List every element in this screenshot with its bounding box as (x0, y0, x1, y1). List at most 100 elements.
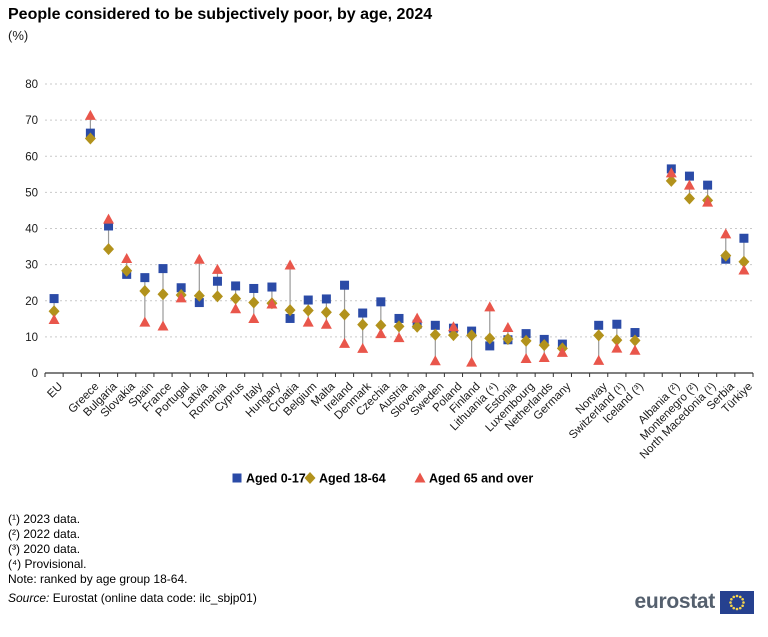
marker-square (194, 298, 204, 308)
marker-triangle (447, 321, 459, 332)
marker-triangle (48, 314, 60, 325)
marker-triangle (414, 472, 426, 483)
marker-triangle (230, 303, 242, 314)
marker-triangle (121, 252, 133, 263)
flag-star (732, 595, 736, 598)
eurostat-wordmark: eurostat (634, 590, 716, 613)
marker-diamond (284, 304, 296, 317)
marker-square (340, 280, 350, 290)
eurostat-logo: eurostat (635, 590, 754, 614)
marker-square (739, 233, 749, 243)
marker-triangle (320, 318, 332, 329)
marker-triangle (683, 179, 695, 190)
marker-triangle (211, 263, 223, 274)
marker-diamond (375, 319, 387, 332)
y-axis-tick-label: 40 (25, 224, 38, 236)
marker-triangle (738, 264, 750, 275)
marker-square (684, 171, 694, 181)
y-axis-tick-label: 50 (25, 187, 38, 199)
marker-triangle (103, 213, 115, 224)
flag-star (741, 597, 744, 601)
marker-diamond (447, 329, 459, 342)
marker-triangle (284, 259, 296, 270)
marker-square (158, 264, 168, 274)
marker-square (176, 283, 186, 293)
marker-square (232, 473, 242, 483)
marker-triangle (611, 342, 623, 353)
y-axis-tick-label: 80 (25, 79, 38, 91)
marker-diamond (103, 243, 115, 256)
marker-square (231, 281, 241, 291)
marker-square (430, 320, 440, 330)
source-label: Source: (8, 591, 50, 605)
flag-star (730, 597, 733, 601)
marker-square (49, 294, 59, 304)
marker-diamond (248, 296, 260, 309)
marker-diamond (139, 284, 151, 297)
flag-star (741, 603, 744, 607)
marker-triangle (266, 298, 278, 309)
marker-triangle (466, 356, 478, 367)
marker-diamond (393, 320, 405, 333)
legend-label: Aged 18-64 (319, 472, 386, 486)
flag-star (742, 600, 745, 604)
marker-diamond (84, 132, 96, 145)
marker-triangle (248, 312, 260, 323)
marker-triangle (629, 344, 641, 355)
marker-diamond (411, 320, 423, 333)
marker-triangle (665, 167, 677, 178)
marker-diamond (466, 329, 478, 342)
marker-square (267, 282, 277, 292)
footnotes: (¹) 2023 data. (²) 2022 data. (³) 2020 d… (8, 512, 257, 606)
footnote-1: (¹) 2023 data. (8, 512, 81, 526)
marker-triangle (520, 353, 532, 364)
marker-triangle (556, 346, 568, 357)
marker-diamond (629, 334, 641, 347)
marker-square (703, 180, 713, 190)
marker-triangle (139, 316, 151, 327)
marker-diamond (665, 174, 677, 187)
flag-star (730, 603, 733, 607)
y-axis-tick-label: 0 (32, 368, 38, 380)
marker-square (104, 221, 114, 231)
flag-star (735, 607, 739, 610)
marker-square (140, 273, 150, 283)
marker-triangle (375, 328, 387, 339)
legend-label: Aged 65 and over (429, 472, 533, 486)
marker-triangle (193, 253, 205, 264)
flag-star (732, 606, 736, 609)
marker-square (394, 313, 404, 323)
flag-star (729, 600, 732, 604)
marker-square (376, 297, 386, 307)
marker-triangle (538, 351, 550, 362)
x-axis-category-label: EU (45, 381, 65, 401)
marker-diamond (211, 290, 223, 303)
chart-title: People considered to be subjectively poo… (8, 6, 433, 23)
marker-triangle (157, 320, 169, 331)
marker-diamond (157, 288, 169, 301)
legend-label: Aged 0-17 (246, 472, 306, 486)
marker-square (285, 313, 295, 323)
marker-triangle (357, 342, 369, 353)
marker-square (212, 276, 222, 286)
marker-square (303, 295, 313, 305)
marker-triangle (339, 337, 351, 348)
marker-square (612, 319, 622, 329)
marker-diamond (304, 472, 316, 484)
marker-triangle (393, 332, 405, 343)
marker-square (594, 320, 604, 330)
marker-diamond (484, 332, 496, 345)
footnote-2: (²) 2022 data. (8, 527, 81, 541)
eu-flag-icon (720, 590, 754, 614)
marker-square (358, 308, 368, 318)
marker-square (630, 328, 640, 338)
marker-diamond (320, 306, 332, 319)
marker-diamond (121, 264, 133, 277)
marker-square (321, 294, 331, 304)
y-axis-tick-label: 10 (25, 332, 38, 344)
ranking-note: Note: ranked by age group 18-64. (8, 572, 188, 586)
marker-triangle (302, 316, 314, 327)
marker-triangle (84, 109, 96, 120)
